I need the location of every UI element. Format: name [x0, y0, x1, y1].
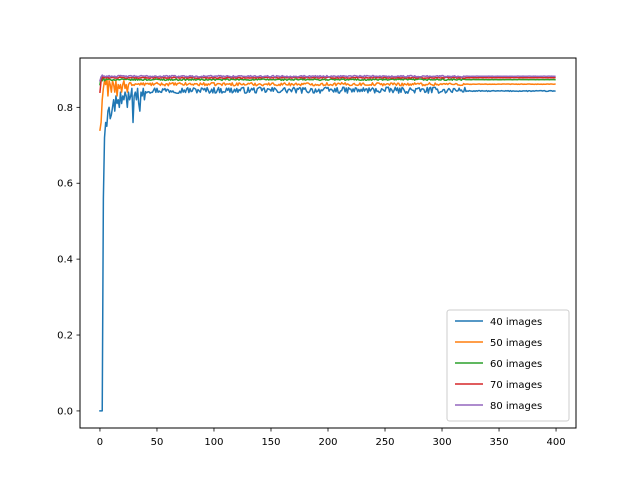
- series-line-40-images: [99, 86, 556, 412]
- y-tick-label: 0.6: [57, 179, 73, 190]
- legend-label: 40 images: [490, 317, 542, 328]
- x-tick-label: 200: [318, 437, 337, 448]
- y-axis: 0.0 0.2 0.4 0.6 0.8: [57, 103, 80, 417]
- legend-label: 80 images: [490, 401, 542, 412]
- y-tick-label: 0.2: [57, 331, 73, 342]
- series-line-80-images: [99, 74, 556, 82]
- legend-label: 70 images: [490, 380, 542, 391]
- x-tick-label: 300: [432, 437, 451, 448]
- series-line-70-images: [99, 76, 556, 93]
- x-tick-label: 400: [546, 437, 565, 448]
- y-tick-label: 0.4: [57, 255, 73, 266]
- y-tick-label: 0.8: [57, 103, 73, 114]
- x-tick-label: 50: [151, 437, 164, 448]
- legend-frame: [446, 309, 570, 422]
- legend: 40 images 50 images 60 images 70 images 80 i…: [446, 309, 570, 422]
- series-line-50-images: [99, 76, 556, 131]
- series-line-60-images: [99, 76, 556, 86]
- x-tick-label: 250: [375, 437, 394, 448]
- y-tick-label: 0.0: [57, 406, 73, 417]
- legend-label: 50 images: [490, 338, 542, 349]
- x-tick-label: 0: [97, 437, 103, 448]
- x-tick-label: 100: [204, 437, 223, 448]
- x-axis: 0 50 100 150 200 250 300 350 400: [97, 428, 566, 448]
- x-tick-label: 150: [261, 437, 280, 448]
- series-layer: [99, 74, 556, 412]
- legend-label: 60 images: [490, 359, 542, 370]
- x-tick-label: 350: [489, 437, 508, 448]
